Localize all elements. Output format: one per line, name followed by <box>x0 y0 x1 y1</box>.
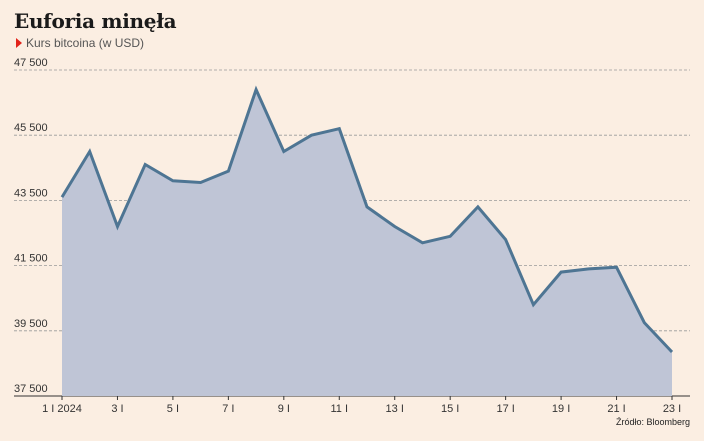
chart-title: Euforia minęła <box>14 9 177 33</box>
x-tick-label: 13 I <box>386 403 404 415</box>
y-tick-label: 47 500 <box>14 57 48 69</box>
x-tick-label: 1 I 2024 <box>42 403 82 415</box>
x-tick-label: 7 I <box>222 403 234 415</box>
y-tick-label: 43 500 <box>14 187 48 199</box>
x-tick-label: 11 I <box>331 403 349 415</box>
subtitle-text: Kurs bitcoina (w USD) <box>26 36 145 50</box>
y-tick-labels: 47 500 45 500 43 500 41 500 39 500 37 500 <box>14 57 48 395</box>
x-tick-labels: 1 I 2024 3 I 5 I 7 I 9 I 11 I 13 I 15 I 17 I 19 I… <box>42 396 681 415</box>
y-tick-label: 45 500 <box>14 122 48 134</box>
x-tick-label: 15 I <box>441 403 459 415</box>
y-tick-label: 37 500 <box>14 383 48 395</box>
x-tick-label: 9 I <box>278 403 290 415</box>
y-tick-label: 41 500 <box>14 253 48 265</box>
area-layer <box>60 85 674 396</box>
area-fill <box>62 89 672 396</box>
x-tick-label: 3 I <box>111 403 123 415</box>
triangle-marker-icon <box>16 38 22 48</box>
x-tick-label: 5 I <box>167 403 179 415</box>
y-tick-label: 39 500 <box>14 318 48 330</box>
source-note: Źródło: Bloomberg <box>615 417 690 427</box>
chart-subtitle: Kurs bitcoina (w USD) <box>16 36 144 50</box>
x-tick-label: 19 I <box>552 403 570 415</box>
x-tick-label: 23 I <box>663 403 681 415</box>
x-tick-label: 17 I <box>496 403 514 415</box>
x-tick-label: 21 I <box>607 403 625 415</box>
